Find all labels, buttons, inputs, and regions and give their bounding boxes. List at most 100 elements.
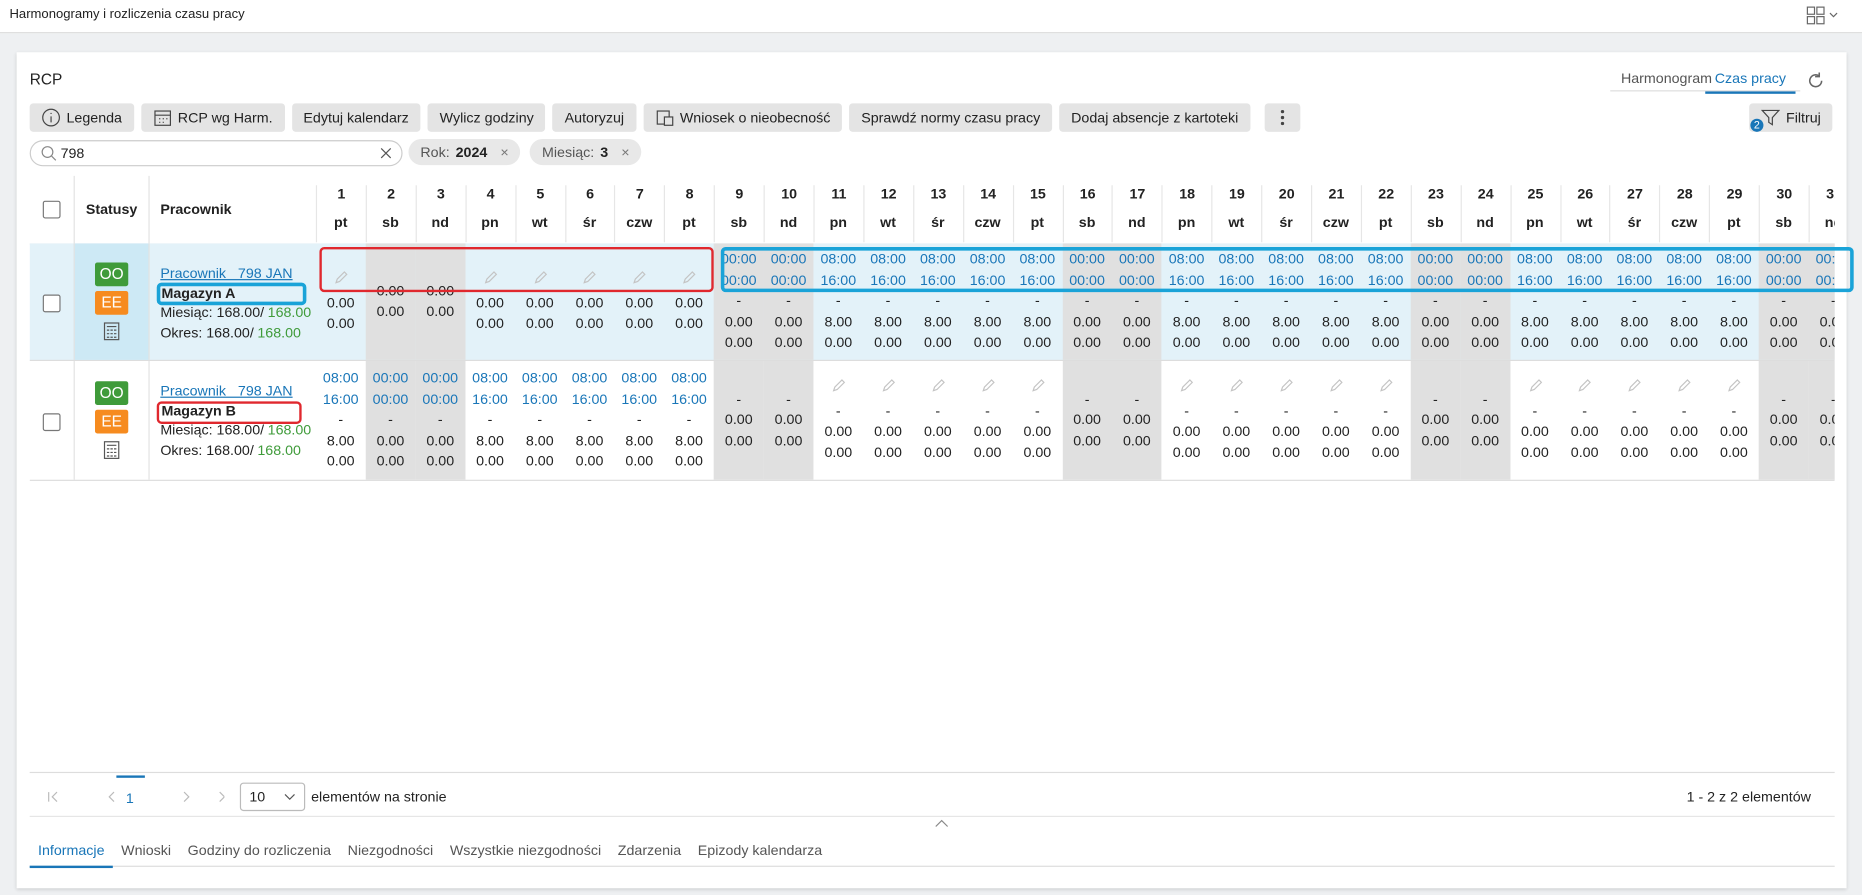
hours-value: 0.00 bbox=[675, 293, 703, 311]
time: 00:00 bbox=[770, 271, 807, 289]
day-cell: 0.00 0.00 bbox=[415, 243, 466, 360]
hours-value: 0.00 bbox=[675, 314, 703, 332]
page-size-select[interactable]: 10 bbox=[239, 782, 306, 812]
filter-chip[interactable]: Miesiąc: 3 × bbox=[530, 138, 642, 166]
edit-icon[interactable] bbox=[531, 269, 548, 293]
button-label: Edytuj kalendarz bbox=[303, 109, 409, 126]
bottom-tab[interactable]: Epizody kalendarza bbox=[697, 841, 823, 859]
bottom-tab[interactable]: Godziny do rozliczenia bbox=[187, 841, 332, 859]
day-of-week: nd bbox=[1824, 213, 1835, 231]
search-box[interactable]: 798 bbox=[29, 140, 403, 167]
hours-value: 8.00 bbox=[1620, 313, 1649, 330]
day-number: 16 bbox=[1062, 185, 1112, 243]
toolbar-button[interactable]: Legenda bbox=[29, 103, 134, 132]
collapse-icon[interactable] bbox=[935, 818, 949, 828]
hours-value: 0.00 bbox=[675, 452, 703, 470]
edit-icon[interactable] bbox=[1178, 377, 1195, 401]
filter-chip[interactable]: Rok: 2024 × bbox=[408, 138, 521, 166]
hours-value: 0.00 bbox=[1222, 423, 1251, 440]
checkbox[interactable] bbox=[42, 412, 61, 431]
toolbar-button[interactable]: RCP wg Harm. bbox=[140, 103, 285, 132]
hours-value: 0.00 bbox=[1819, 313, 1835, 330]
hours-value: 0.00 bbox=[1819, 431, 1835, 449]
hours-value: - bbox=[1184, 292, 1189, 310]
hours-value: - bbox=[1034, 402, 1040, 419]
hours-value: 0.00 bbox=[1471, 333, 1499, 351]
hours-value: 0.00 bbox=[724, 313, 753, 330]
time: 00:00 bbox=[720, 250, 757, 268]
employee-name[interactable]: Pracownik 798 JAN bbox=[160, 382, 293, 399]
edit-icon[interactable] bbox=[681, 269, 698, 293]
edit-icon[interactable] bbox=[830, 377, 847, 401]
bottom-tab[interactable]: Niezgodności bbox=[347, 841, 434, 859]
hours-value: 0.00 bbox=[625, 314, 654, 332]
hours-value: 8.00 bbox=[1272, 313, 1300, 330]
hours-value: 0.00 bbox=[1371, 443, 1400, 461]
edit-icon[interactable] bbox=[880, 377, 897, 401]
toolbar-button[interactable]: Sprawdź normy czasu pracy bbox=[849, 103, 1053, 132]
checkbox[interactable] bbox=[42, 293, 61, 312]
toolbar-button[interactable]: Edytuj kalendarz bbox=[291, 103, 421, 132]
day-cell: - 0.00 0.00 bbox=[1162, 361, 1212, 480]
edit-icon[interactable] bbox=[1328, 377, 1345, 401]
toolbar-button[interactable]: Wylicz godziny bbox=[427, 103, 546, 132]
hours-value: 0.00 bbox=[326, 314, 355, 332]
layout-icon[interactable] bbox=[1806, 6, 1842, 25]
bottom-tabs: Informacje Wnioski Godziny do rozliczenia N… bbox=[29, 837, 1835, 869]
edit-icon[interactable] bbox=[1626, 377, 1643, 401]
refresh-icon[interactable] bbox=[1806, 71, 1825, 90]
day-number: 9 bbox=[713, 185, 764, 243]
bottom-tab[interactable]: Wszystkie niezgodności bbox=[449, 841, 602, 859]
toolbar-button[interactable]: Autoryzuj bbox=[552, 103, 636, 132]
employee-name[interactable]: Pracownik 798 JAN bbox=[160, 264, 293, 282]
edit-icon[interactable] bbox=[332, 269, 349, 293]
edit-icon[interactable] bbox=[581, 269, 598, 293]
time: 16:00 bbox=[919, 271, 956, 289]
edit-icon[interactable] bbox=[1726, 377, 1743, 401]
hours-value: 0.00 bbox=[1371, 333, 1400, 351]
hours-value: 0.00 bbox=[625, 452, 654, 470]
hours-value: 0.00 bbox=[1620, 443, 1649, 461]
hours-value: 0.00 bbox=[1421, 313, 1450, 330]
edit-icon[interactable] bbox=[1029, 377, 1046, 401]
edit-icon[interactable] bbox=[1377, 377, 1394, 401]
view-tab[interactable]: Czas pracy bbox=[1705, 70, 1796, 94]
hours-value: 0.00 bbox=[1471, 313, 1499, 330]
edit-icon[interactable] bbox=[1278, 377, 1295, 401]
hours-value: 0.00 bbox=[923, 333, 952, 351]
hours-value: - bbox=[636, 411, 642, 428]
bottom-tab[interactable]: Zdarzenia bbox=[617, 841, 682, 859]
bottom-tab[interactable]: Informacje bbox=[29, 837, 113, 869]
hours-value: 0.00 bbox=[476, 293, 504, 311]
day-cell: 08:00 16:00 - 8.00 0.00 bbox=[1510, 243, 1560, 359]
toolbar-button[interactable]: Wniosek o nieobecność bbox=[643, 103, 843, 132]
edit-icon[interactable] bbox=[482, 269, 499, 293]
time: 00:00 bbox=[1815, 250, 1835, 268]
time: 16:00 bbox=[1367, 271, 1404, 289]
hours-value: 0.00 bbox=[575, 452, 604, 470]
edit-icon[interactable] bbox=[631, 269, 648, 293]
edit-icon[interactable] bbox=[1576, 377, 1593, 401]
day-of-week: nd bbox=[431, 213, 449, 231]
edit-icon[interactable] bbox=[1228, 377, 1245, 401]
hours-value: 0.00 bbox=[1073, 431, 1101, 449]
checkbox[interactable] bbox=[42, 200, 61, 219]
edit-icon[interactable] bbox=[1676, 377, 1693, 401]
day-cell: - 0.00 0.00 bbox=[1062, 361, 1112, 480]
more-button[interactable] bbox=[1264, 103, 1301, 132]
edit-icon[interactable] bbox=[1527, 377, 1544, 401]
hours-value: 0.00 bbox=[1720, 443, 1748, 461]
bottom-tab[interactable]: Wnioski bbox=[121, 841, 172, 859]
hours-value: 8.00 bbox=[1023, 313, 1052, 330]
hours-value: 0.00 bbox=[1023, 333, 1052, 351]
view-tab[interactable]: Harmonogram bbox=[1620, 70, 1713, 87]
edit-icon[interactable] bbox=[929, 377, 946, 401]
day-of-week: sb bbox=[1775, 213, 1792, 231]
chip-value: 2024 bbox=[455, 143, 488, 161]
time: 16:00 bbox=[1318, 271, 1354, 289]
toolbar-button[interactable]: Dodaj absencje z kartoteki bbox=[1059, 103, 1251, 132]
highlight-box bbox=[156, 401, 302, 424]
edit-icon[interactable] bbox=[979, 377, 996, 401]
page-number[interactable]: 1 bbox=[125, 789, 134, 807]
